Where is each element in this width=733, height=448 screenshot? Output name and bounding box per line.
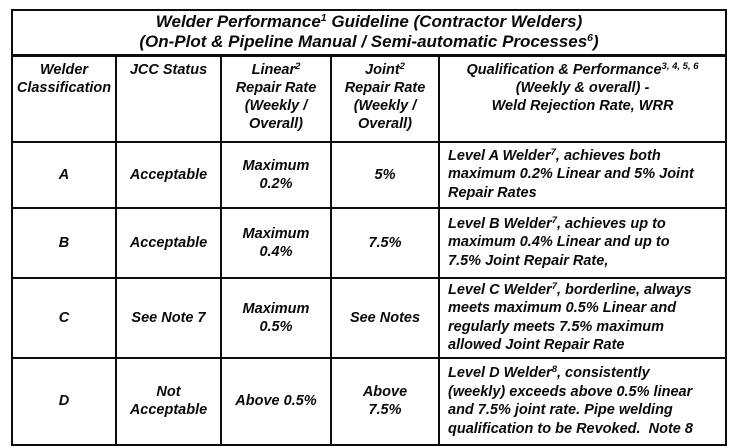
table-row-a: A Acceptable Maximum 0.2% 5% Level A Wel… [11,140,728,209]
description-text: Level B Welder [448,215,552,232]
header-joint-label: Joint [365,62,400,78]
cell-joint-repair-rate: 5% [330,140,440,209]
title-row: Welder Performance1 Guideline (Contracto… [10,9,728,57]
description-superscript: 7 [551,280,557,292]
cell-linear-repair-rate: Maximum 0.2% [220,140,332,209]
cell-classification: B [11,206,117,279]
description-text-cont: , achieves up to maximum 0.4% Linear and… [448,215,670,269]
description-superscript: 7 [551,214,557,226]
table-row-c: C See Note 7 Maximum 0.5% See Notes Leve… [11,276,728,359]
title-line-1-text-cont: Guideline (Contractor Welders) [326,12,583,31]
header-qualification-performance: Qualification & Performance3, 4, 5, 6 (W… [437,54,728,143]
cell-jcc-status: Not Acceptable [115,356,222,446]
header-qualification-sublabel: (Weekly & overall) - Weld Rejection Rate… [491,80,674,114]
cell-joint-repair-rate: Above 7.5% [330,356,440,446]
header-row: Welder Classification JCC Status Linear2… [11,54,728,143]
title-line-1-text: Welder Performance [155,12,321,31]
cell-description: Level D Welder8, consistently (weekly) e… [437,356,728,446]
title-line-2-text: (On-Plot & Pipeline Manual / Semi-automa… [139,32,588,51]
welder-performance-table: Welder Performance1 Guideline (Contracto… [10,9,728,446]
cell-jcc-status: Acceptable [115,206,222,279]
header-joint-sublabel: Repair Rate (Weekly / Overall) [344,80,426,132]
description-text-cont: , borderline, always meets maximum 0.5% … [448,281,692,354]
description-text: Level A Welder [448,147,551,164]
table-row-b: B Acceptable Maximum 0.4% 7.5% Level B W… [11,206,728,279]
header-jcc-status: JCC Status [115,54,222,143]
cell-description: Level A Welder7, achieves both maximum 0… [437,140,728,209]
header-linear-repair-rate: Linear2 Repair Rate (Weekly / Overall) [220,54,332,143]
header-qualification-superscript: 3, 4, 5, 6 [661,61,699,72]
title-line-2-superscript: 6 [587,32,593,44]
header-welder-classification: Welder Classification [11,54,117,143]
header-qualification-label: Qualification & Performance [466,62,662,78]
cell-joint-repair-rate: 7.5% [330,206,440,279]
cell-classification: A [11,140,117,209]
cell-linear-repair-rate: Above 0.5% [220,356,332,446]
description-text-cont: , achieves both maximum 0.2% Linear and … [448,147,694,201]
header-linear-superscript: 2 [295,61,301,72]
cell-description: Level B Welder7, achieves up to maximum … [437,206,728,279]
table-title: Welder Performance1 Guideline (Contracto… [10,9,728,57]
title-line-1-superscript: 1 [320,12,327,24]
cell-jcc-status: Acceptable [115,140,222,209]
title-line-1: Welder Performance1 Guideline (Contracto… [14,12,724,32]
header-linear-label: Linear [251,62,296,78]
description-superscript: 8 [551,364,557,375]
title-line-2-text-cont: ) [593,32,599,51]
description-text: Level D Welder [448,365,552,381]
cell-linear-repair-rate: Maximum 0.5% [220,276,332,359]
description-superscript: 7 [550,146,556,158]
table-row-d: D Not Acceptable Above 0.5% Above 7.5% L… [11,356,728,446]
header-joint-superscript: 2 [399,61,405,72]
cell-description: Level C Welder7, borderline, always meet… [437,276,728,359]
cell-jcc-status: See Note 7 [115,276,222,359]
description-text-cont: , consistently (weekly) exceeds above 0.… [448,365,693,437]
cell-joint-repair-rate: See Notes [330,276,440,359]
header-linear-sublabel: Repair Rate (Weekly / Overall) [235,80,317,132]
cell-classification: C [11,276,117,359]
description-text: Level C Welder [448,281,552,298]
cell-classification: D [11,356,117,446]
header-joint-repair-rate: Joint2 Repair Rate (Weekly / Overall) [330,54,440,143]
title-line-2: (On-Plot & Pipeline Manual / Semi-automa… [14,32,724,52]
cell-linear-repair-rate: Maximum 0.4% [220,206,332,279]
